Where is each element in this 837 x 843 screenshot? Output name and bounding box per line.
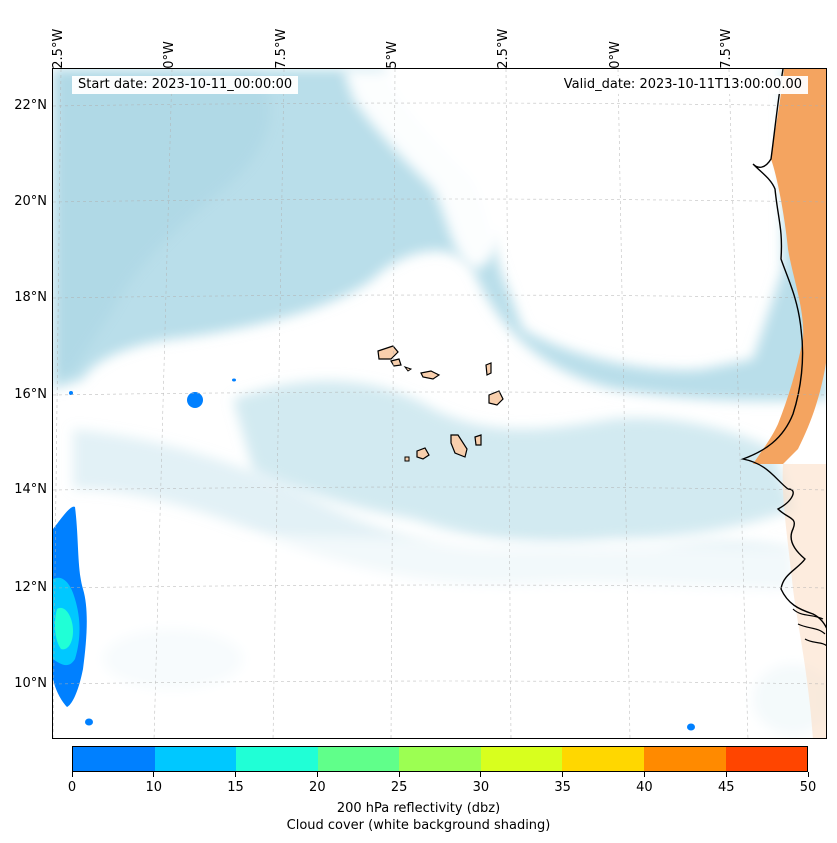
lat-label-10n: 10°N [14, 676, 47, 691]
clear-sky-south [53, 529, 826, 738]
colorbar-title: 200 hPa reflectivity (dbz) [336, 801, 501, 816]
cloud-cover-central [233, 380, 793, 543]
cabo-verde-islands [377, 345, 504, 462]
west-africa-land-south [782, 464, 826, 738]
clear-sky-region [53, 69, 826, 738]
island-santo-antao [377, 345, 399, 360]
island-santiago [450, 434, 468, 458]
colorbar-tick-label: 20 [309, 780, 326, 795]
colorbar-tick-label: 50 [799, 780, 817, 795]
island-maio [474, 434, 482, 446]
colorbar-tick-label: 15 [227, 780, 244, 795]
reflectivity-dot-southwest [85, 718, 93, 726]
colorbar-tick [643, 772, 645, 777]
west-africa-land [740, 69, 826, 738]
lon-line-17-5w [728, 69, 749, 738]
colorbar-tick [235, 772, 237, 777]
colorbar-subtitle: Cloud cover (white background shading) [286, 818, 551, 833]
guinea-bissau-coast [792, 608, 826, 647]
lat-label-12n: 12°N [14, 580, 47, 595]
island-fogo [416, 447, 430, 460]
colorbar-tick [316, 772, 318, 777]
colorbar-segment [643, 747, 726, 771]
island-boa-vista [488, 390, 504, 406]
colorbar-tick [562, 772, 564, 777]
lon-line-27-5w [272, 69, 285, 738]
lon-line-30w [153, 69, 173, 738]
cloud-cover-west [53, 69, 270, 379]
graticule [53, 69, 826, 738]
reflectivity-dot-southeast [687, 723, 695, 731]
lat-label-20n: 20°N [14, 194, 47, 209]
colorbar-tick [398, 772, 400, 777]
reflectivity-layer [53, 378, 695, 731]
reflectivity-dot-west [232, 378, 236, 382]
lat-label-16n: 16°N [14, 387, 47, 402]
colorbar-tick-label: 45 [717, 780, 735, 795]
colorbar-segment [154, 747, 237, 771]
west-africa-coastline [740, 69, 826, 629]
colorbar-segment [399, 747, 481, 771]
colorbar-tick-label: 10 [145, 780, 163, 795]
reflectivity-colorbar [72, 746, 808, 772]
island-sao-vicente [390, 358, 402, 367]
sahara-desert-fill [753, 69, 826, 464]
colorbar-tick-label: 35 [554, 780, 571, 795]
colorbar-segment [317, 747, 400, 771]
colorbar-segment [73, 747, 155, 771]
colorbar-segment [562, 747, 644, 771]
colorbar-segment [725, 747, 808, 771]
map-canvas [53, 69, 826, 738]
lat-label-18n: 18°N [14, 290, 47, 305]
reflectivity-cell-southwest-peak [54, 607, 73, 650]
reflectivity-cell-west-16n [187, 392, 203, 408]
colorbar-tick [480, 772, 482, 777]
lon-line-20w [617, 69, 631, 738]
clear-sky-north [343, 69, 528, 269]
island-sal [485, 362, 492, 376]
lon-line-25w [390, 69, 396, 738]
island-sao-nicolau [420, 370, 441, 380]
reflectivity-dot-far-west [69, 391, 73, 395]
start-date-label: Start date: 2023-10-11_00:00:00 [72, 76, 299, 94]
lat-label-22n: 22°N [14, 98, 47, 113]
colorbar-tick-label: 25 [390, 780, 408, 795]
colorbar-segment [236, 747, 318, 771]
colorbar-tick-label: 30 [472, 780, 490, 795]
island-santa-luzia [403, 366, 413, 372]
lon-line-32-5w [53, 69, 62, 738]
map-panel[interactable] [52, 68, 827, 739]
colorbar-tick [153, 772, 155, 777]
colorbar-segment [480, 747, 563, 771]
lat-label-14n: 14°N [14, 482, 47, 497]
colorbar-tick-label: 0 [67, 780, 77, 795]
valid-date-label: Valid_date: 2023-10-11T13:00:00.00 [557, 76, 808, 94]
island-brava [404, 456, 410, 462]
colorbar-tick [807, 772, 809, 777]
lon-line-22-5w [505, 69, 512, 738]
colorbar-tick-label: 40 [636, 780, 653, 795]
colorbar-tick [725, 772, 727, 777]
colorbar-tick [71, 772, 73, 777]
